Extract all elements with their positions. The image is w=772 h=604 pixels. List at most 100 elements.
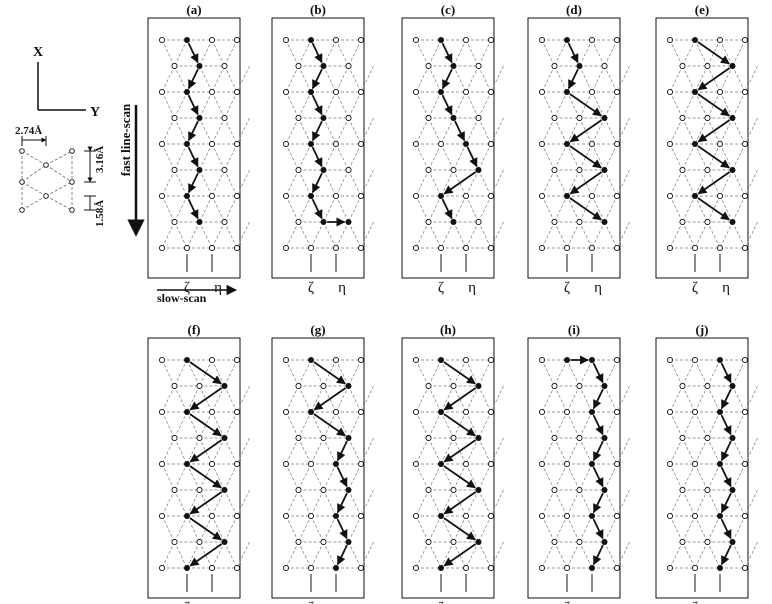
lattice-bond <box>554 411 568 439</box>
lattice-bond <box>707 541 721 569</box>
lattice-bond <box>490 117 504 145</box>
lattice-site <box>613 512 621 520</box>
lattice-bond <box>732 65 746 93</box>
legend-site <box>43 193 49 199</box>
lattice-bond <box>174 221 188 249</box>
visited-site <box>475 383 482 389</box>
slow-scan-indicator: slow-scan <box>157 284 238 305</box>
lattice-site <box>741 356 749 364</box>
lattice-site <box>576 166 583 174</box>
lattice-site <box>666 88 674 96</box>
lattice-bond <box>348 437 362 465</box>
lattice-bond <box>161 91 175 119</box>
lattice-site <box>282 140 290 148</box>
zeta-label: ζ <box>184 280 190 296</box>
lattice-bond <box>669 65 683 93</box>
lattice-bond <box>465 65 479 93</box>
scan-arrow <box>592 388 604 410</box>
lattice-bond <box>310 221 324 249</box>
visited-site <box>564 357 570 363</box>
lattice-bond <box>298 515 312 543</box>
lattice-bond <box>604 117 618 145</box>
lattice-site <box>716 192 724 200</box>
lattice-site <box>196 538 203 546</box>
visited-site <box>196 167 203 173</box>
lattice-site <box>450 166 457 174</box>
visited-site <box>320 63 327 69</box>
visited-site <box>717 513 723 519</box>
visited-site <box>692 37 698 43</box>
scan-arrow <box>443 361 476 385</box>
lattice-site <box>450 538 457 546</box>
lattice-site <box>666 512 674 520</box>
lattice-bond <box>224 411 238 439</box>
lattice-site <box>233 192 241 200</box>
lattice-bond <box>694 489 708 517</box>
lattice-bond <box>682 489 696 517</box>
lattice-site <box>563 460 571 468</box>
lattice-site <box>158 88 166 96</box>
scan-panel: (f) ζ η <box>147 322 250 604</box>
panel-label: (i) <box>568 322 580 337</box>
lattice-bond <box>161 221 175 249</box>
lattice-site <box>221 218 228 226</box>
lattice-site <box>462 356 470 364</box>
lattice-bond <box>428 221 442 249</box>
lattice-site <box>412 244 420 252</box>
lattice-bond <box>211 195 225 223</box>
lattice-bond <box>428 117 442 145</box>
lattice-site <box>563 564 571 572</box>
lattice-bond <box>285 65 299 93</box>
visited-site <box>463 141 469 147</box>
lattice-site <box>551 434 558 442</box>
lattice-bond <box>161 195 175 223</box>
lattice-bond <box>682 221 696 249</box>
lattice-bond <box>323 463 337 491</box>
lattice-bond <box>478 143 492 171</box>
lattice-bond <box>490 65 504 93</box>
scan-arrow <box>720 414 732 436</box>
lattice-bond <box>285 541 299 569</box>
lattice-site <box>332 140 340 148</box>
lattice-site <box>487 244 495 252</box>
panel-label: (b) <box>310 2 326 17</box>
lattice-site <box>345 114 352 122</box>
lattice-site <box>613 408 621 416</box>
scan-arrow <box>569 145 602 169</box>
lattice-site <box>741 192 749 200</box>
lattice-site <box>666 244 674 252</box>
lattice-site <box>666 564 674 572</box>
lattice-bond <box>415 221 429 249</box>
lattice-bond <box>566 437 580 465</box>
lattice-site <box>462 88 470 96</box>
lattice-site <box>221 62 228 70</box>
lattice-bond <box>348 221 362 249</box>
lattice-bond <box>224 515 238 543</box>
lattice-site <box>412 564 420 572</box>
lattice-site <box>233 512 241 520</box>
panel-label: (a) <box>186 2 201 17</box>
lattice-bond <box>285 221 299 249</box>
lattice-site <box>679 114 686 122</box>
lattice-bond <box>541 541 555 569</box>
lattice-bond <box>453 195 467 223</box>
scan-arrow <box>697 197 730 221</box>
lattice-bond <box>360 437 374 465</box>
legend-bond <box>21 164 47 183</box>
zeta-label: ζ <box>564 600 570 604</box>
lattice-bond <box>669 541 683 569</box>
lattice-site <box>716 244 724 252</box>
lattice-bond <box>554 221 568 249</box>
lattice-bond <box>335 91 349 119</box>
legend-site <box>69 179 75 185</box>
lattice-site <box>171 382 178 390</box>
lattice-site <box>425 434 432 442</box>
lattice-site <box>741 512 749 520</box>
lattice-bond <box>732 117 746 145</box>
lattice-site <box>487 192 495 200</box>
lattice-site <box>425 62 432 70</box>
lattice-bond <box>616 489 630 517</box>
lattice-bond <box>323 437 337 465</box>
lattice-bond <box>211 91 225 119</box>
lattice-bond <box>554 359 568 387</box>
